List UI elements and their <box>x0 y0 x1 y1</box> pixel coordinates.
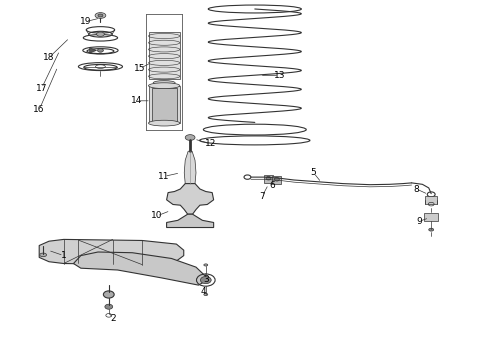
Text: 19: 19 <box>80 17 92 26</box>
Ellipse shape <box>103 291 114 298</box>
Polygon shape <box>74 252 206 285</box>
Bar <box>425 196 437 204</box>
Bar <box>149 86 180 123</box>
Polygon shape <box>184 151 196 184</box>
Text: 4: 4 <box>200 287 206 296</box>
Text: 15: 15 <box>134 64 146 73</box>
Ellipse shape <box>148 83 180 89</box>
Polygon shape <box>167 214 214 228</box>
Ellipse shape <box>98 14 103 17</box>
Text: 9: 9 <box>416 217 422 226</box>
Bar <box>152 88 177 121</box>
Bar <box>272 176 281 184</box>
Ellipse shape <box>274 177 279 181</box>
Ellipse shape <box>429 228 434 231</box>
Text: 12: 12 <box>205 139 217 148</box>
Ellipse shape <box>204 293 208 296</box>
Text: 7: 7 <box>259 192 265 201</box>
Text: 2: 2 <box>110 314 116 323</box>
Bar <box>264 175 273 183</box>
Text: 10: 10 <box>151 211 163 220</box>
Ellipse shape <box>98 49 103 52</box>
Ellipse shape <box>266 176 271 180</box>
Text: 11: 11 <box>158 172 170 181</box>
Text: 13: 13 <box>273 71 285 80</box>
Ellipse shape <box>153 81 175 85</box>
Text: 3: 3 <box>203 274 209 284</box>
Text: 14: 14 <box>130 96 142 105</box>
Text: 6: 6 <box>269 181 275 190</box>
Ellipse shape <box>97 32 104 36</box>
Text: 5: 5 <box>311 168 317 177</box>
Ellipse shape <box>148 120 180 126</box>
Text: 8: 8 <box>414 184 419 194</box>
Bar <box>424 213 438 221</box>
Polygon shape <box>90 48 97 53</box>
Text: 1: 1 <box>61 251 67 260</box>
Ellipse shape <box>185 135 195 140</box>
Ellipse shape <box>204 264 208 266</box>
Bar <box>149 32 180 79</box>
Text: 16: 16 <box>33 105 45 114</box>
Ellipse shape <box>40 253 47 257</box>
Text: 17: 17 <box>36 84 48 93</box>
Polygon shape <box>39 239 184 265</box>
Polygon shape <box>167 184 214 214</box>
Ellipse shape <box>200 276 211 284</box>
Ellipse shape <box>95 13 106 18</box>
Ellipse shape <box>105 304 113 309</box>
Text: 18: 18 <box>43 53 55 62</box>
